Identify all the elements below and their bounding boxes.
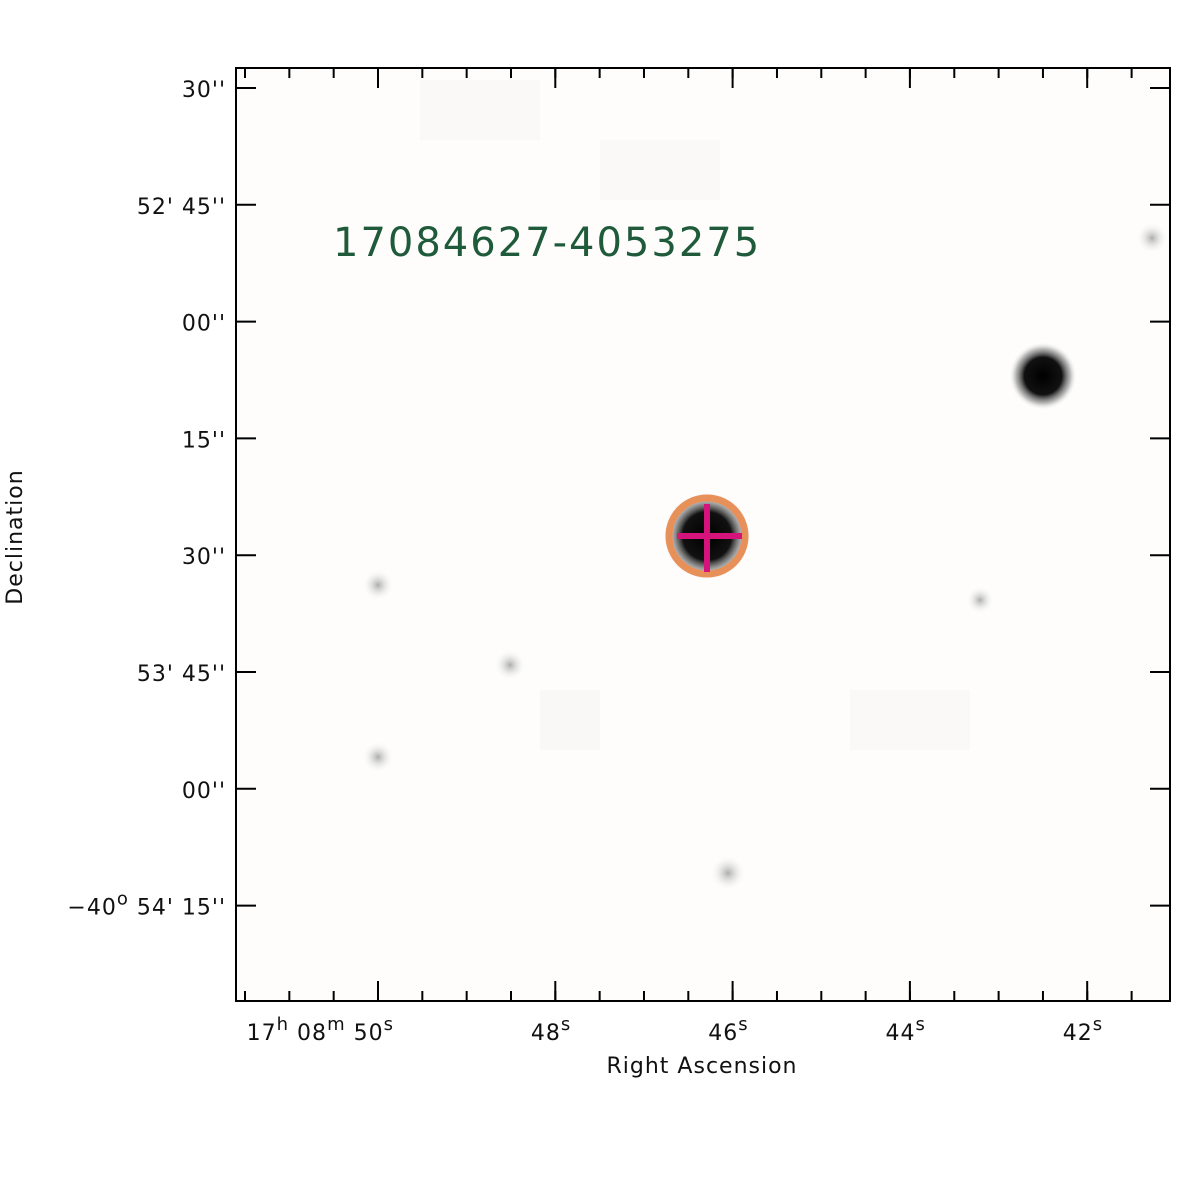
faint-source — [966, 586, 994, 614]
y-tick-label: 52' 45'' — [137, 195, 226, 220]
label-part: 44 — [886, 1021, 916, 1046]
superscript: m — [327, 1014, 346, 1035]
x-tick-label: 48s — [531, 1014, 571, 1046]
ticks — [236, 68, 1170, 1001]
noise — [540, 690, 600, 750]
y-tick-label: 53' 45'' — [137, 662, 226, 687]
noise — [420, 80, 540, 140]
superscript: s — [561, 1014, 571, 1035]
label-part: 08 — [289, 1021, 327, 1046]
label-part: 53' 45'' — [137, 662, 226, 687]
x-axis-label: Right Ascension — [607, 1054, 798, 1079]
faint-source — [362, 741, 394, 773]
superscript: h — [277, 1014, 289, 1035]
label-part: 52' 45'' — [137, 195, 226, 220]
faint-source — [362, 569, 394, 601]
plot-frame — [235, 67, 1171, 1002]
label-part: 30'' — [182, 545, 226, 570]
target-circle — [665, 494, 749, 578]
label-part: 30'' — [182, 78, 226, 103]
superscript: s — [738, 1014, 748, 1035]
superscript: s — [916, 1014, 926, 1035]
label-part: 00'' — [182, 779, 226, 804]
y-tick-label: 00'' — [182, 779, 226, 804]
label-part: 48 — [531, 1021, 561, 1046]
y-tick-label: −40o 54' 15'' — [67, 889, 226, 921]
image-area — [236, 68, 1170, 1001]
y-tick-label: 30'' — [182, 78, 226, 103]
x-tick-label: 46s — [708, 1014, 748, 1046]
noise — [850, 690, 970, 750]
y-tick-label: 15'' — [182, 428, 226, 453]
label-part: 54' 15'' — [129, 896, 226, 921]
noise — [600, 140, 720, 200]
label-part: 50 — [346, 1021, 384, 1046]
label-part: 00'' — [182, 312, 226, 337]
y-tick-label: 30'' — [182, 545, 226, 570]
label-part: 42 — [1063, 1021, 1093, 1046]
superscript: o — [117, 889, 129, 910]
x-tick-label: 42s — [1063, 1014, 1103, 1046]
x-tick-label: 17h 08m 50s — [247, 1014, 394, 1046]
superscript: s — [1093, 1014, 1103, 1035]
y-axis-label: Declination — [3, 469, 28, 604]
faint-source — [710, 855, 746, 891]
source-label: 17084627-4053275 — [333, 220, 761, 266]
label-part: 15'' — [182, 428, 226, 453]
label-part: −40 — [67, 896, 116, 921]
label-part: 46 — [708, 1021, 738, 1046]
x-tick-label: 44s — [886, 1014, 926, 1046]
star — [1009, 342, 1077, 410]
faint-source — [1136, 222, 1168, 254]
y-tick-label: 00'' — [182, 312, 226, 337]
label-part: 17 — [247, 1021, 277, 1046]
superscript: s — [384, 1014, 394, 1035]
faint-source — [494, 649, 526, 681]
